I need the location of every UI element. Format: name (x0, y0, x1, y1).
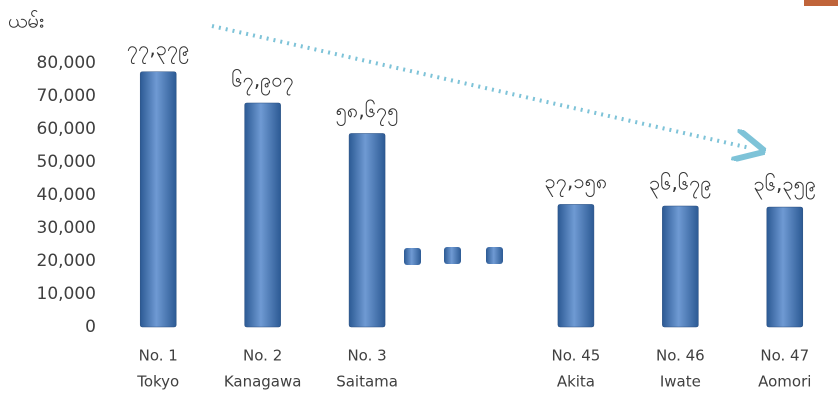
x-tick-label: No. 2 (243, 347, 282, 365)
x-tick-label: No. 47 (760, 347, 809, 365)
y-tick-label: 40,000 (37, 185, 96, 205)
x-tick-label: Iwate (660, 373, 701, 391)
y-tick-label: 20,000 (37, 251, 96, 271)
bar (662, 205, 699, 328)
y-tick-label: 0 (85, 317, 96, 337)
data-label: ၇၇,၃၇၉ (127, 36, 190, 64)
y-axis-label: ယမ်း (8, 9, 44, 33)
x-tick-label: No. 1 (139, 347, 178, 365)
y-tick-label: 30,000 (37, 218, 96, 238)
data-label: ၅၈,၆၇၅ (336, 98, 399, 126)
x-tick-label: No. 46 (656, 347, 705, 365)
trend-arrow (211, 24, 750, 148)
x-tick-label: Saitama (336, 373, 398, 391)
bar (766, 206, 804, 328)
x-tick-label: No. 3 (347, 347, 386, 365)
y-tick-label: 70,000 (37, 86, 96, 106)
bar (139, 71, 177, 328)
x-tick-label: Tokyo (136, 373, 179, 391)
data-label: ၃၆,၃၅၉ (753, 172, 816, 200)
x-tick-label: No. 45 (552, 347, 601, 365)
data-label: ၃၇,၁၅၈ (545, 169, 608, 197)
bar (348, 133, 386, 328)
corner-decoration (804, 0, 838, 6)
ellipsis (404, 247, 503, 265)
data-label: ၃၆,၆၇၉ (649, 171, 712, 199)
y-tick-label: 50,000 (37, 152, 96, 172)
y-tick-label: 80,000 (37, 53, 96, 73)
bar (244, 102, 281, 328)
y-tick-label: 10,000 (37, 284, 96, 304)
bar (557, 204, 595, 328)
y-tick-label: 60,000 (37, 119, 96, 139)
x-tick-label: Akita (557, 373, 595, 391)
x-tick-label: Kanagawa (224, 373, 302, 391)
x-tick-label: Aomori (758, 373, 811, 391)
data-label: ၆၇,၉၀၇ (231, 67, 294, 95)
